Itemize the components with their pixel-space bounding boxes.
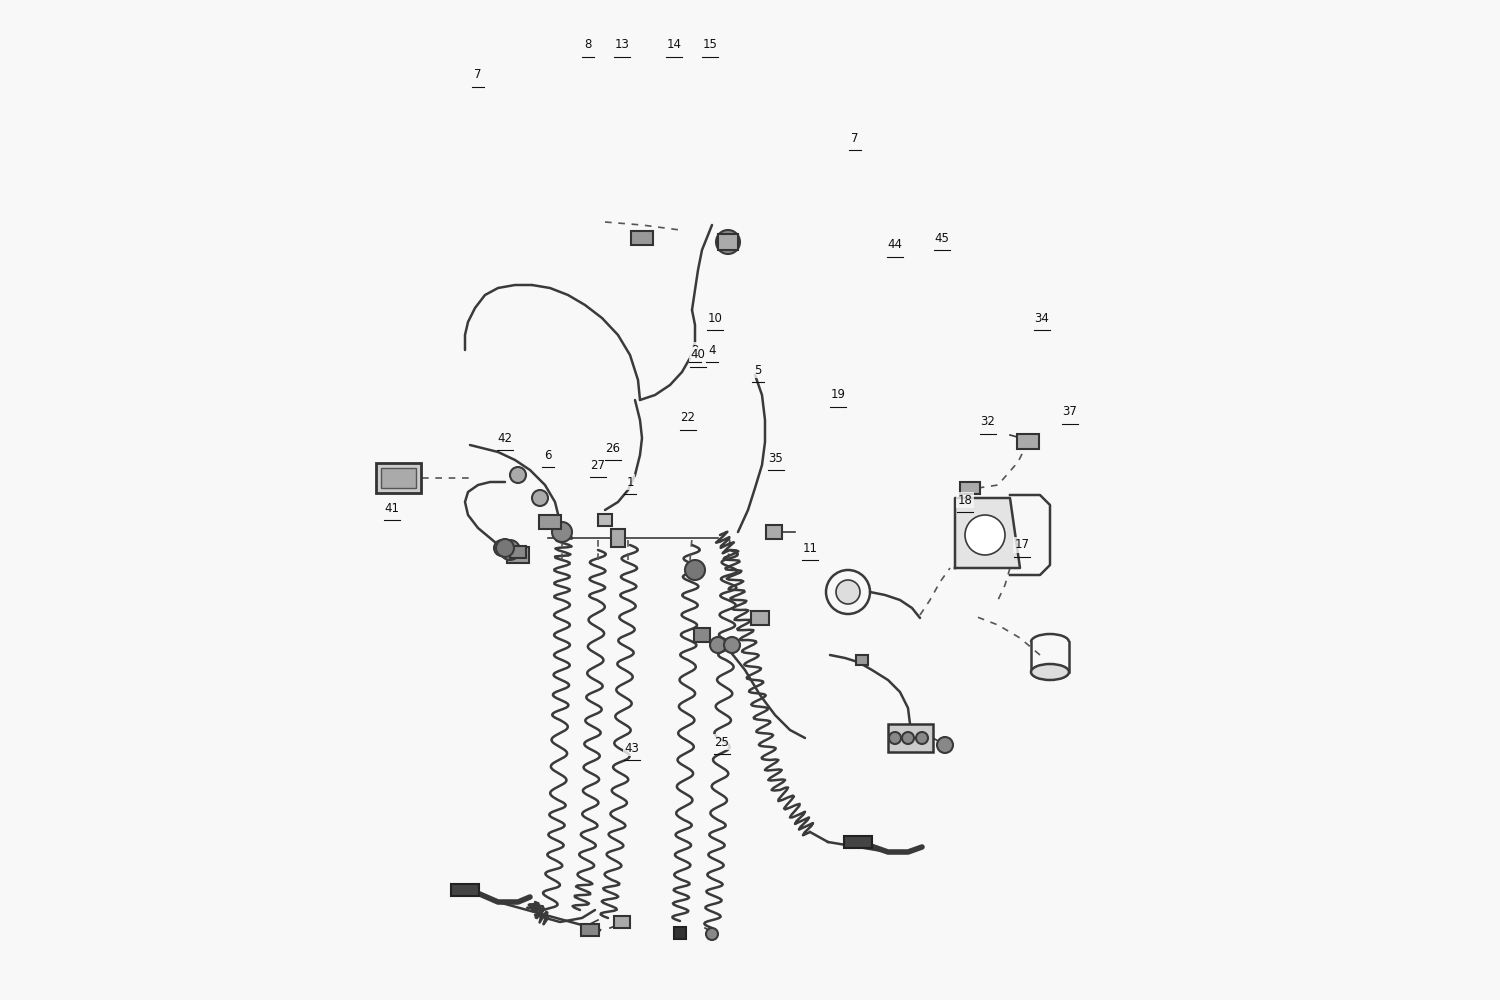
- Circle shape: [496, 539, 514, 557]
- Bar: [1017, 434, 1040, 449]
- Bar: [381, 468, 416, 488]
- Text: 7: 7: [474, 68, 482, 82]
- Circle shape: [706, 928, 718, 940]
- Circle shape: [500, 540, 520, 560]
- Bar: [580, 924, 598, 936]
- Bar: [844, 836, 871, 848]
- Bar: [960, 482, 980, 494]
- Circle shape: [552, 522, 572, 542]
- Bar: [538, 515, 561, 529]
- Text: 35: 35: [768, 452, 783, 464]
- Circle shape: [710, 637, 726, 653]
- Text: 26: 26: [606, 442, 621, 454]
- Bar: [510, 546, 526, 558]
- Text: 25: 25: [714, 736, 729, 748]
- Bar: [452, 884, 478, 896]
- Circle shape: [916, 732, 928, 744]
- Circle shape: [716, 230, 740, 254]
- Text: 10: 10: [708, 312, 723, 325]
- Text: 32: 32: [981, 415, 996, 428]
- Text: 37: 37: [1062, 405, 1077, 418]
- Bar: [610, 529, 626, 547]
- Circle shape: [964, 515, 1005, 555]
- Bar: [632, 231, 652, 245]
- Bar: [598, 514, 612, 526]
- Circle shape: [890, 732, 902, 744]
- Bar: [766, 525, 782, 539]
- Bar: [752, 611, 770, 625]
- Circle shape: [494, 540, 510, 556]
- Bar: [375, 463, 420, 493]
- Circle shape: [532, 490, 548, 506]
- Bar: [507, 547, 530, 563]
- Circle shape: [938, 737, 952, 753]
- Text: 7: 7: [852, 131, 858, 144]
- Text: 13: 13: [615, 38, 630, 51]
- Ellipse shape: [1030, 664, 1069, 680]
- Text: 27: 27: [591, 459, 606, 472]
- Circle shape: [836, 580, 860, 604]
- Text: 1: 1: [627, 476, 633, 488]
- Text: 19: 19: [831, 388, 846, 401]
- Text: 43: 43: [624, 742, 639, 754]
- Text: 2: 2: [692, 344, 699, 357]
- Text: 42: 42: [498, 432, 513, 444]
- Text: 15: 15: [702, 38, 717, 51]
- Text: 18: 18: [957, 493, 972, 506]
- Bar: [674, 927, 686, 939]
- Text: 40: 40: [690, 349, 705, 361]
- Bar: [718, 234, 738, 250]
- Circle shape: [902, 732, 914, 744]
- Circle shape: [724, 637, 740, 653]
- Text: 17: 17: [1014, 538, 1029, 552]
- Bar: [694, 628, 709, 642]
- Text: 14: 14: [666, 38, 681, 51]
- Circle shape: [510, 467, 526, 483]
- Text: 22: 22: [681, 411, 696, 424]
- Bar: [614, 916, 630, 928]
- Text: 11: 11: [802, 542, 818, 554]
- Text: 34: 34: [1035, 312, 1050, 325]
- Circle shape: [686, 560, 705, 580]
- Polygon shape: [956, 498, 1020, 568]
- Text: 6: 6: [544, 449, 552, 462]
- Text: 41: 41: [384, 502, 399, 514]
- Text: 44: 44: [888, 238, 903, 251]
- Text: 45: 45: [934, 232, 950, 244]
- Bar: [888, 724, 933, 752]
- Text: 4: 4: [708, 344, 716, 357]
- Bar: [856, 655, 868, 665]
- Text: 5: 5: [754, 363, 762, 376]
- Text: 8: 8: [585, 38, 591, 51]
